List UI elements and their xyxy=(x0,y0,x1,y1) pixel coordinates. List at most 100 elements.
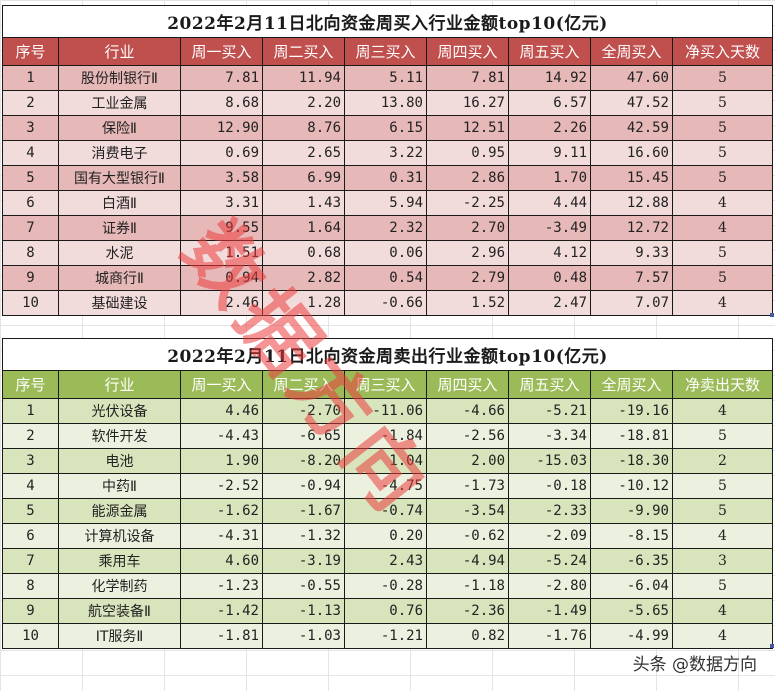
tuesday-value-cell[interactable]: 1.64 xyxy=(262,215,345,241)
tuesday-value-cell[interactable]: -1.67 xyxy=(262,498,345,524)
industry-cell[interactable]: 城商行Ⅱ xyxy=(58,265,181,291)
industry-cell[interactable]: 基础建设 xyxy=(58,290,181,316)
industry-cell[interactable]: 白酒Ⅱ xyxy=(58,190,181,216)
wednesday-value-cell[interactable]: -0.28 xyxy=(344,573,427,599)
monday-value-cell[interactable]: 1.90 xyxy=(180,448,263,474)
tuesday-value-cell[interactable]: -1.13 xyxy=(262,598,345,624)
industry-cell[interactable]: 光伏设备 xyxy=(58,398,181,424)
industry-cell[interactable]: 股份制银行Ⅱ xyxy=(58,65,181,91)
friday-value-cell[interactable]: 2.26 xyxy=(508,115,591,141)
week-total-cell[interactable]: 15.45 xyxy=(590,165,673,191)
monday-value-cell[interactable]: -1.81 xyxy=(180,623,263,649)
tuesday-value-cell[interactable]: 2.20 xyxy=(262,90,345,116)
net-days-cell[interactable]: 5 xyxy=(671,115,774,141)
thursday-value-cell[interactable]: -3.54 xyxy=(426,498,509,524)
net-days-cell[interactable]: 5 xyxy=(671,140,774,166)
wednesday-value-cell[interactable]: 3.22 xyxy=(344,140,427,166)
thursday-value-cell[interactable]: -4.94 xyxy=(426,548,509,574)
industry-cell[interactable]: 能源金属 xyxy=(58,498,181,524)
header-index[interactable]: 序号 xyxy=(2,370,59,399)
wednesday-value-cell[interactable]: -1.84 xyxy=(344,423,427,449)
industry-cell[interactable]: 计算机设备 xyxy=(58,523,181,549)
week-total-cell[interactable]: 7.07 xyxy=(590,290,673,316)
friday-value-cell[interactable]: -2.33 xyxy=(508,498,591,524)
tuesday-value-cell[interactable]: -3.19 xyxy=(262,548,345,574)
row-index-cell[interactable]: 5 xyxy=(2,165,59,191)
tuesday-value-cell[interactable]: 2.82 xyxy=(262,265,345,291)
thursday-value-cell[interactable]: 2.70 xyxy=(426,215,509,241)
wednesday-value-cell[interactable]: 13.80 xyxy=(344,90,427,116)
friday-value-cell[interactable]: 14.92 xyxy=(508,65,591,91)
header-mon[interactable]: 周一买入 xyxy=(180,37,263,66)
row-index-cell[interactable]: 7 xyxy=(2,548,59,574)
monday-value-cell[interactable]: 2.46 xyxy=(180,290,263,316)
net-days-cell[interactable]: 4 xyxy=(671,215,774,241)
thursday-value-cell[interactable]: 0.82 xyxy=(426,623,509,649)
wednesday-value-cell[interactable]: 6.15 xyxy=(344,115,427,141)
header-fri[interactable]: 周五买入 xyxy=(508,370,591,399)
week-total-cell[interactable]: 47.52 xyxy=(590,90,673,116)
wednesday-value-cell[interactable]: -0.74 xyxy=(344,498,427,524)
thursday-value-cell[interactable]: -4.66 xyxy=(426,398,509,424)
friday-value-cell[interactable]: -2.80 xyxy=(508,573,591,599)
net-days-cell[interactable]: 3 xyxy=(671,548,774,574)
thursday-value-cell[interactable]: -2.25 xyxy=(426,190,509,216)
sell-table-title[interactable]: 2022年2月11日北向资金周卖出行业金额top10(亿元) xyxy=(1,338,774,371)
wednesday-value-cell[interactable]: 0.31 xyxy=(344,165,427,191)
friday-value-cell[interactable]: -1.76 xyxy=(508,623,591,649)
header-wed[interactable]: 周三买入 xyxy=(344,37,427,66)
industry-cell[interactable]: 保险Ⅱ xyxy=(58,115,181,141)
wednesday-value-cell[interactable]: 2.43 xyxy=(344,548,427,574)
tuesday-value-cell[interactable]: -0.55 xyxy=(262,573,345,599)
row-index-cell[interactable]: 1 xyxy=(2,398,59,424)
monday-value-cell[interactable]: -1.62 xyxy=(180,498,263,524)
wednesday-value-cell[interactable]: 5.94 xyxy=(344,190,427,216)
monday-value-cell[interactable]: -4.31 xyxy=(180,523,263,549)
industry-cell[interactable]: 中药Ⅱ xyxy=(58,473,181,499)
tuesday-value-cell[interactable]: -1.32 xyxy=(262,523,345,549)
tuesday-value-cell[interactable]: -2.70 xyxy=(262,398,345,424)
header-index[interactable]: 序号 xyxy=(2,37,59,66)
thursday-value-cell[interactable]: 12.51 xyxy=(426,115,509,141)
tuesday-value-cell[interactable]: 6.99 xyxy=(262,165,345,191)
tuesday-value-cell[interactable]: 8.76 xyxy=(262,115,345,141)
net-days-cell[interactable]: 2 xyxy=(671,448,774,474)
net-days-cell[interactable]: 5 xyxy=(671,240,774,266)
monday-value-cell[interactable]: 7.81 xyxy=(180,65,263,91)
industry-cell[interactable]: IT服务Ⅱ xyxy=(58,623,181,649)
monday-value-cell[interactable]: 0.94 xyxy=(180,265,263,291)
industry-cell[interactable]: 电池 xyxy=(58,448,181,474)
header-fri[interactable]: 周五买入 xyxy=(508,37,591,66)
row-index-cell[interactable]: 4 xyxy=(2,473,59,499)
monday-value-cell[interactable]: -2.52 xyxy=(180,473,263,499)
wednesday-value-cell[interactable]: -0.66 xyxy=(344,290,427,316)
wednesday-value-cell[interactable]: 1.04 xyxy=(344,448,427,474)
row-index-cell[interactable]: 2 xyxy=(2,423,59,449)
row-index-cell[interactable]: 9 xyxy=(2,265,59,291)
header-thu[interactable]: 周四买入 xyxy=(426,370,509,399)
week-total-cell[interactable]: -5.65 xyxy=(590,598,673,624)
selection-fill-handle[interactable] xyxy=(770,644,774,648)
row-index-cell[interactable]: 6 xyxy=(2,523,59,549)
week-total-cell[interactable]: -10.12 xyxy=(590,473,673,499)
industry-cell[interactable]: 软件开发 xyxy=(58,423,181,449)
monday-value-cell[interactable]: 9.55 xyxy=(180,215,263,241)
industry-cell[interactable]: 国有大型银行Ⅱ xyxy=(58,165,181,191)
row-index-cell[interactable]: 3 xyxy=(2,448,59,474)
header-net-sell-days[interactable]: 净卖出天数 xyxy=(671,370,774,399)
week-total-cell[interactable]: -8.15 xyxy=(590,523,673,549)
thursday-value-cell[interactable]: 2.79 xyxy=(426,265,509,291)
wednesday-value-cell[interactable]: 2.32 xyxy=(344,215,427,241)
week-total-cell[interactable]: 12.88 xyxy=(590,190,673,216)
tuesday-value-cell[interactable]: 11.94 xyxy=(262,65,345,91)
tuesday-value-cell[interactable]: -6.65 xyxy=(262,423,345,449)
week-total-cell[interactable]: 7.57 xyxy=(590,265,673,291)
thursday-value-cell[interactable]: 0.95 xyxy=(426,140,509,166)
industry-cell[interactable]: 工业金属 xyxy=(58,90,181,116)
row-index-cell[interactable]: 8 xyxy=(2,240,59,266)
tuesday-value-cell[interactable]: 1.28 xyxy=(262,290,345,316)
thursday-value-cell[interactable]: 1.52 xyxy=(426,290,509,316)
tuesday-value-cell[interactable]: 1.43 xyxy=(262,190,345,216)
tuesday-value-cell[interactable]: -1.03 xyxy=(262,623,345,649)
friday-value-cell[interactable]: -5.24 xyxy=(508,548,591,574)
